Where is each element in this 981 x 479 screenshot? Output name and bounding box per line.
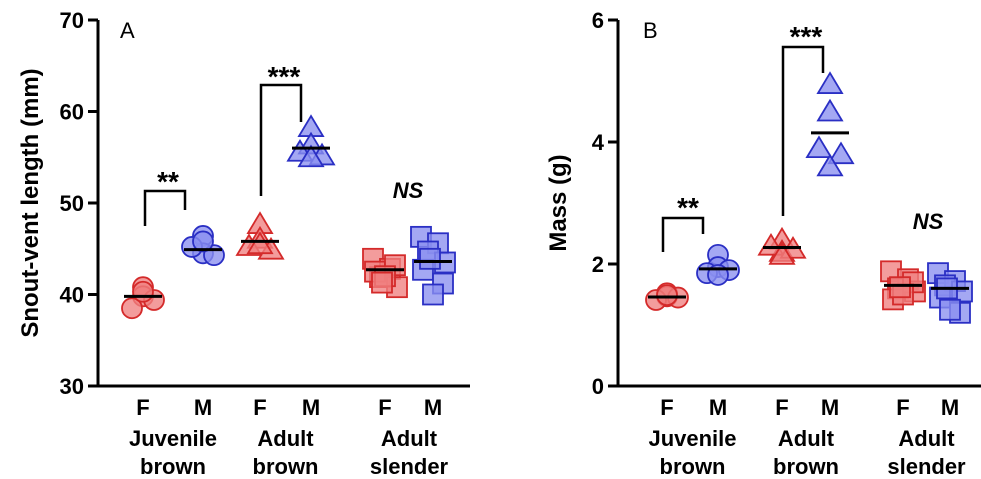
group-label: brown bbox=[773, 454, 839, 479]
panel-b: 0 2 4 6 Mass (g) B F M F M F M Juvenile brown Adult bro… bbox=[545, 8, 981, 479]
data-point bbox=[805, 135, 833, 159]
data-point bbox=[419, 247, 441, 270]
significance-bracket bbox=[259, 83, 303, 196]
x-tick-label: M bbox=[821, 395, 839, 420]
group-label: Juvenile bbox=[129, 426, 217, 451]
significance-label: ** bbox=[677, 192, 699, 223]
group-label: Juvenile bbox=[648, 426, 736, 451]
y-axis-label: Mass (g) bbox=[545, 154, 572, 251]
data-point bbox=[816, 98, 844, 122]
x-tick-label: M bbox=[709, 395, 727, 420]
group-label: Adult bbox=[898, 426, 955, 451]
data-point bbox=[827, 141, 855, 165]
significance-label: ** bbox=[157, 166, 179, 197]
y-tick-label: 0 bbox=[592, 374, 604, 399]
x-tick-label: F bbox=[775, 395, 788, 420]
group-label: slender bbox=[370, 454, 449, 479]
data-point bbox=[121, 297, 143, 320]
x-tick-label: F bbox=[896, 395, 909, 420]
significance-label: NS bbox=[393, 178, 424, 203]
group-label: brown bbox=[660, 454, 726, 479]
y-tick-label: 2 bbox=[592, 252, 604, 277]
group-label: Adult bbox=[257, 426, 314, 451]
x-tick-label: F bbox=[378, 395, 391, 420]
group-label: slender bbox=[887, 454, 966, 479]
data-point bbox=[656, 284, 678, 307]
x-tick-label: M bbox=[941, 395, 959, 420]
y-tick-label: 40 bbox=[60, 283, 84, 308]
y-tick-label: 70 bbox=[60, 8, 84, 33]
significance-label: NS bbox=[913, 209, 944, 234]
group-label: brown bbox=[140, 454, 206, 479]
y-tick-label: 50 bbox=[60, 191, 84, 216]
data-point bbox=[816, 71, 844, 94]
y-tick-label: 4 bbox=[592, 130, 605, 155]
x-tick-label: M bbox=[424, 395, 442, 420]
data-point bbox=[768, 242, 796, 265]
significance-bracket bbox=[781, 45, 825, 216]
panel-label: B bbox=[643, 18, 658, 43]
data-point bbox=[246, 231, 274, 255]
data-point bbox=[422, 283, 444, 306]
data-point bbox=[371, 271, 393, 294]
data-point bbox=[939, 298, 961, 321]
data-point bbox=[757, 232, 785, 256]
x-tick-label: M bbox=[302, 395, 320, 420]
significance-label: *** bbox=[268, 61, 301, 92]
y-tick-label: 60 bbox=[60, 100, 84, 125]
x-tick-label: M bbox=[194, 395, 212, 420]
group-label: Adult bbox=[778, 426, 835, 451]
x-tick-label: F bbox=[660, 395, 673, 420]
group-label: Adult bbox=[381, 426, 438, 451]
significance-bracket bbox=[661, 216, 705, 252]
data-point bbox=[816, 153, 844, 177]
y-tick-label: 30 bbox=[60, 374, 84, 399]
significance-label: *** bbox=[790, 21, 823, 52]
group-label: brown bbox=[253, 454, 319, 479]
x-tick-label: F bbox=[253, 395, 266, 420]
data-point bbox=[297, 144, 325, 168]
panel-label: A bbox=[120, 18, 135, 43]
significance-bracket bbox=[143, 189, 187, 226]
x-tick-label: F bbox=[136, 395, 149, 420]
data-point bbox=[192, 230, 214, 253]
data-point bbox=[132, 280, 154, 303]
y-tick-label: 6 bbox=[592, 8, 604, 33]
data-point bbox=[889, 276, 911, 299]
y-axis-label: Snout-vent length (mm) bbox=[17, 68, 44, 337]
